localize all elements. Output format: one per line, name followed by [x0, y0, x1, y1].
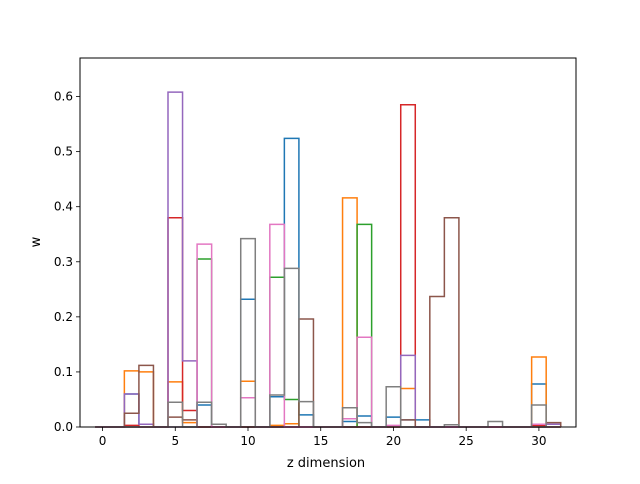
x-axis-ticks: 0 5 10 15 20 25 30 — [99, 427, 547, 448]
axes-frame — [79, 57, 577, 428]
y-tick-label: 0.6 — [54, 90, 73, 104]
y-tick-label: 0.1 — [54, 365, 73, 379]
x-tick-label: 30 — [531, 434, 546, 448]
x-tick-label: 15 — [313, 434, 328, 448]
y-tick-label: 0.3 — [54, 255, 73, 269]
y-axis-ticks: 0.0 0.1 0.2 0.3 0.4 0.5 0.6 — [54, 90, 80, 434]
y-tick-label: 0.5 — [54, 145, 73, 159]
x-axis-label: z dimension — [287, 456, 365, 471]
y-tick-label: 0.4 — [54, 200, 73, 214]
x-tick-label: 10 — [240, 434, 255, 448]
x-tick-label: 25 — [459, 434, 474, 448]
x-tick-label: 20 — [386, 434, 401, 448]
x-tick-label: 5 — [171, 434, 179, 448]
y-tick-label: 0.0 — [54, 420, 73, 434]
y-axis-label: w — [29, 236, 44, 247]
y-tick-label: 0.2 — [54, 310, 73, 324]
x-tick-label: 0 — [99, 434, 107, 448]
